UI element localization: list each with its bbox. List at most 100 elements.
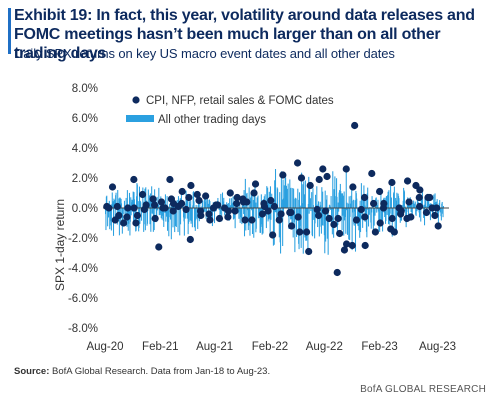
bar (300, 205, 302, 208)
bar (370, 208, 372, 229)
bar (389, 208, 391, 214)
bar (147, 189, 149, 208)
bar (276, 208, 278, 222)
event-date-point (333, 268, 341, 277)
bar (172, 208, 174, 228)
bar (149, 195, 151, 208)
bar (220, 193, 222, 208)
event-date-point (294, 213, 302, 221)
bar (342, 208, 344, 216)
bar (279, 192, 281, 208)
bar (313, 208, 315, 220)
bar (113, 198, 115, 208)
bar (144, 188, 146, 208)
bar (199, 200, 201, 208)
event-date-point (241, 216, 249, 224)
y-axis-label: SPX 1-day return (53, 199, 67, 291)
event-date-point (426, 193, 434, 202)
bar (273, 208, 275, 245)
event-date-point (150, 201, 159, 209)
bar (392, 208, 394, 217)
bar (308, 208, 310, 214)
event-date-point (130, 204, 138, 212)
bar (347, 203, 349, 208)
bar (157, 204, 159, 208)
bar (144, 208, 146, 231)
bar (425, 206, 427, 208)
bar (256, 197, 258, 208)
x-tick-label: Feb-23 (361, 341, 397, 353)
bar (193, 201, 195, 208)
bar (395, 200, 397, 208)
bar (434, 193, 436, 208)
legend: CPI, NFP, retail sales & FOMC dates All … (126, 95, 334, 126)
event-date-point (248, 216, 256, 224)
bar (371, 208, 373, 213)
bar (150, 208, 152, 232)
bar (439, 200, 441, 208)
bar (329, 205, 331, 208)
bar (354, 200, 356, 208)
bar (365, 208, 367, 219)
event-date-point (155, 243, 163, 251)
bar (336, 196, 338, 208)
bar (424, 208, 426, 226)
y-tick-label: -4.0% (68, 263, 98, 275)
event-date-point (169, 207, 177, 215)
bar (351, 208, 353, 251)
event-date-point (269, 231, 277, 239)
bar (418, 208, 421, 218)
bar (344, 208, 346, 217)
event-date-point (433, 204, 441, 212)
event-date-point (313, 205, 321, 214)
event-date-point (105, 204, 113, 212)
event-date-point (388, 214, 396, 223)
bar (302, 184, 304, 208)
bar (292, 188, 294, 208)
bar (408, 208, 410, 217)
bar (267, 187, 269, 208)
event-date-point (267, 196, 275, 205)
event-date-point (277, 210, 285, 218)
bar (110, 208, 112, 231)
bar (249, 197, 251, 208)
bar (349, 208, 351, 217)
bar (310, 208, 312, 212)
bar (352, 199, 354, 208)
bar (309, 198, 311, 208)
bar (414, 201, 416, 208)
bar (393, 186, 395, 208)
event-date-point (368, 169, 376, 178)
event-date-point (264, 207, 272, 215)
event-date-point (376, 219, 384, 227)
bar (282, 208, 284, 247)
event-date-point (206, 216, 214, 224)
bar (244, 178, 246, 208)
bar (386, 208, 388, 215)
bar (336, 178, 338, 208)
bar (248, 187, 250, 208)
bar (254, 186, 256, 208)
event-date-point (195, 196, 203, 205)
bar (439, 208, 441, 213)
event-date-point (149, 195, 157, 203)
bar (112, 201, 114, 208)
bar (338, 208, 340, 212)
bar (193, 191, 195, 208)
chart-subtitle: Daily SPX returns on key US macro event … (14, 46, 395, 61)
bar (304, 194, 306, 208)
bar (118, 198, 120, 208)
event-date-point (297, 174, 306, 182)
bar (321, 187, 323, 208)
bar (311, 192, 313, 208)
bar (136, 184, 138, 208)
bar (312, 208, 314, 237)
bar (254, 202, 256, 208)
bar (133, 199, 135, 208)
bar (125, 208, 127, 216)
bar (312, 205, 314, 208)
bar (123, 208, 125, 215)
bar (169, 203, 171, 208)
bar (424, 198, 426, 208)
legend-dot-label: CPI, NFP, retail sales & FOMC dates (146, 95, 334, 107)
